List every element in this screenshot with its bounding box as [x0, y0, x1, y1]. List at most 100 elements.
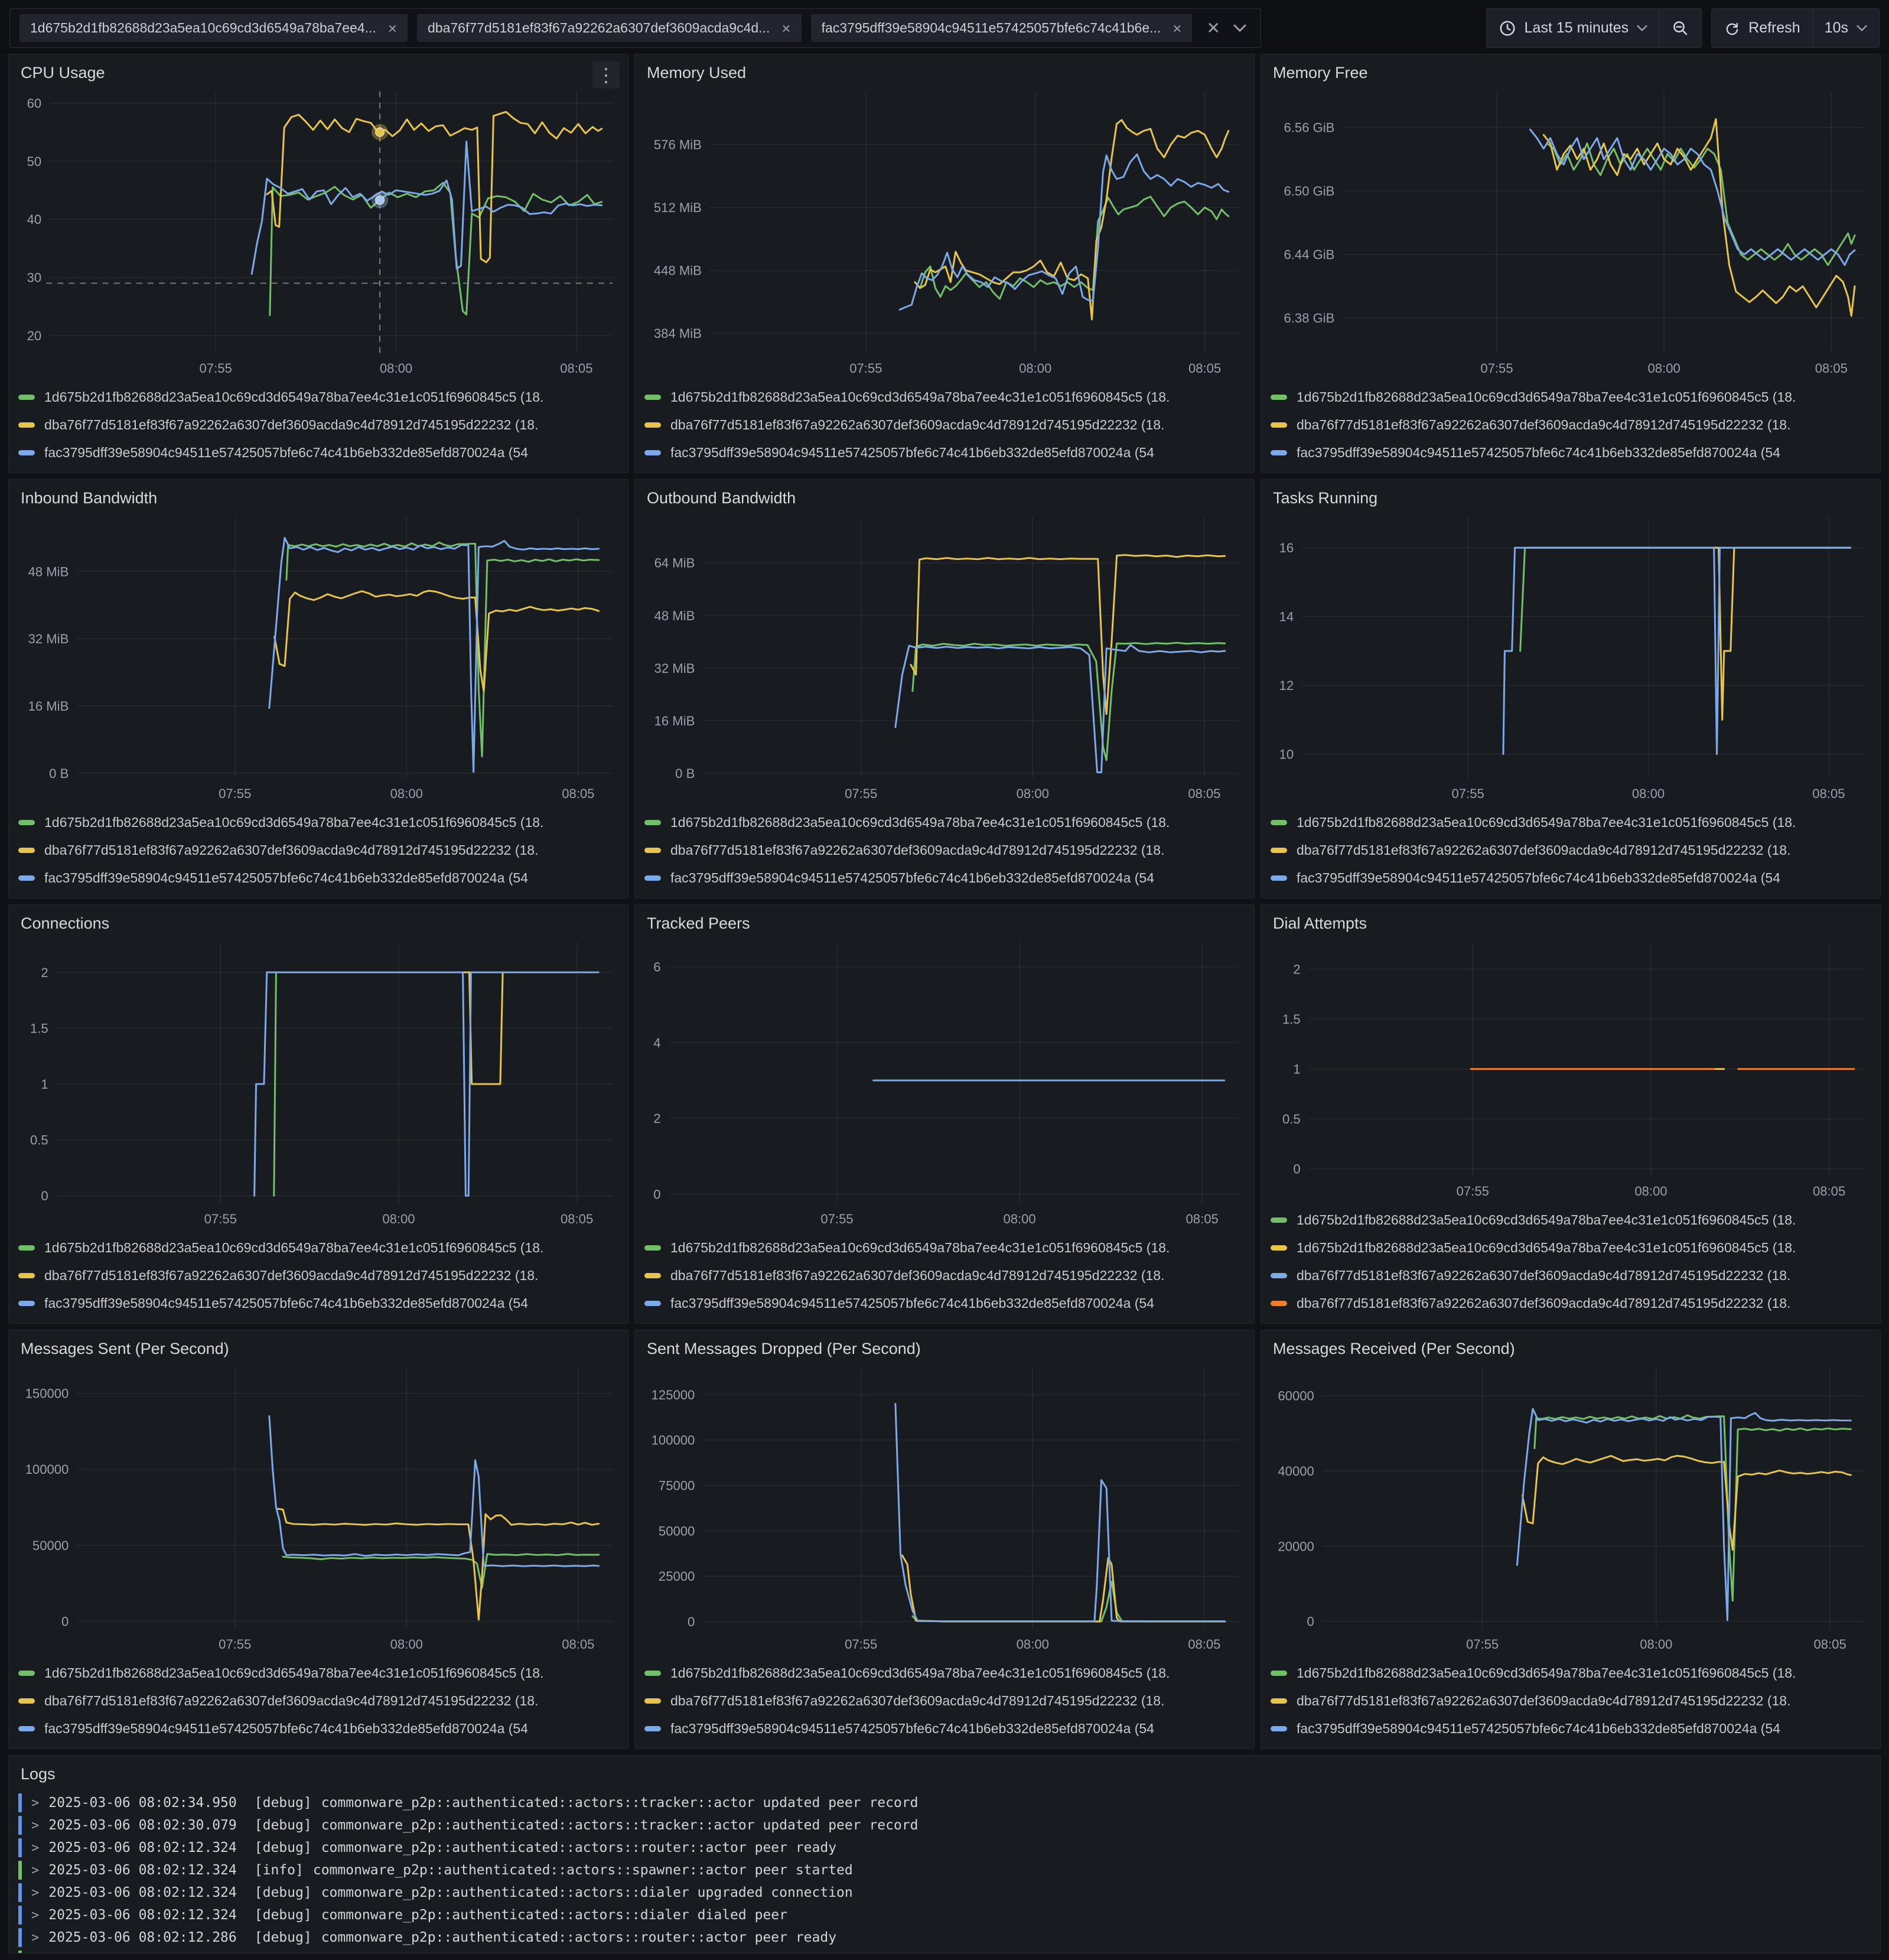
legend-item-node1-green[interactable]: 1d675b2d1fb82688d23a5ea10c69cd3d6549a78b…	[644, 1659, 1245, 1687]
legend-item-node3-blue[interactable]: fac3795dff39e58904c94511e57425057bfe6c74…	[1271, 1715, 1871, 1743]
legend-item-node2-yellow[interactable]: dba76f77d5181ef83f67a92262a6307def3609ac…	[18, 1262, 618, 1290]
legend-item-node1-green[interactable]: 1d675b2d1fb82688d23a5ea10c69cd3d6549a78b…	[18, 383, 618, 411]
panel-title[interactable]: Inbound Bandwidth	[21, 489, 158, 507]
filter-chip[interactable]: dba76f77d5181ef83f67a92262a6307def3609ac…	[417, 14, 802, 42]
legend-item-node2-yellow[interactable]: dba76f77d5181ef83f67a92262a6307def3609ac…	[644, 1262, 1245, 1290]
legend-swatch	[1271, 422, 1287, 428]
log-row[interactable]: >2025-03-06 08:02:34.950 [debug] commonwar…	[18, 1792, 1871, 1814]
legend-swatch	[644, 1671, 661, 1676]
legend-item-node2-yellow[interactable]: dba76f77d5181ef83f67a92262a6307def3609ac…	[18, 836, 618, 864]
legend-item-node1-yellow[interactable]: 1d675b2d1fb82688d23a5ea10c69cd3d6549a78b…	[1271, 1234, 1871, 1262]
panel-title[interactable]: Tracked Peers	[647, 914, 750, 932]
legend-item-node3-blue[interactable]: fac3795dff39e58904c94511e57425057bfe6c74…	[644, 439, 1245, 467]
panel-title[interactable]: Dial Attempts	[1273, 914, 1367, 932]
expand-chevron-icon[interactable]: >	[31, 1863, 40, 1878]
chart-dial-attempts: 0 0.5 1 1.5 2 07:55 08:00 08:05	[1271, 935, 1871, 1203]
refresh-button[interactable]: Refresh	[1712, 9, 1812, 47]
log-row[interactable]: >2025-03-06 08:02:12.324 [info] commonware…	[18, 1859, 1871, 1881]
chevron-down-icon[interactable]	[1233, 24, 1246, 32]
legend-item-node3-blue[interactable]: fac3795dff39e58904c94511e57425057bfe6c74…	[18, 1715, 618, 1743]
filter-tail: ✕	[1201, 18, 1250, 38]
legend-item-node3-blue[interactable]: fac3795dff39e58904c94511e57425057bfe6c74…	[18, 1290, 618, 1317]
svg-text:14: 14	[1279, 610, 1294, 624]
filter-chip[interactable]: 1d675b2d1fb82688d23a5ea10c69cd3d6549a78b…	[19, 14, 408, 42]
panel-menu-icon[interactable]: ⋮	[592, 61, 620, 89]
svg-text:08:00: 08:00	[1648, 361, 1680, 376]
expand-chevron-icon[interactable]: >	[31, 1818, 40, 1833]
legend-item-node2-yellow[interactable]: dba76f77d5181ef83f67a92262a6307def3609ac…	[644, 1687, 1245, 1715]
legend-item-node2-yellow[interactable]: dba76f77d5181ef83f67a92262a6307def3609ac…	[644, 411, 1245, 439]
legend-item-node3-blue[interactable]: fac3795dff39e58904c94511e57425057bfe6c74…	[644, 1290, 1245, 1317]
panel-title[interactable]: Sent Messages Dropped (Per Second)	[647, 1340, 921, 1357]
panel-logs: Logs >2025-03-06 08:02:34.950 [debug] comm…	[8, 1755, 1881, 1954]
legend-item-node3-blue[interactable]: fac3795dff39e58904c94511e57425057bfe6c74…	[644, 1715, 1245, 1743]
svg-text:6.50 GiB: 6.50 GiB	[1284, 184, 1335, 198]
filter-chip[interactable]: fac3795dff39e58904c94511e57425057bfe6c74…	[810, 14, 1193, 42]
legend-item-node2-yellow[interactable]: dba76f77d5181ef83f67a92262a6307def3609ac…	[1271, 411, 1871, 439]
log-row[interactable]: >2025-03-06 08:02:12.324 [debug] commonwar…	[18, 1881, 1871, 1904]
legend-item-node3-blue[interactable]: fac3795dff39e58904c94511e57425057bfe6c74…	[1271, 864, 1871, 892]
log-level: [info]	[254, 1863, 304, 1878]
legend-item-node2-yellow[interactable]: dba76f77d5181ef83f67a92262a6307def3609ac…	[1271, 836, 1871, 864]
series-node2-yellow	[914, 119, 1230, 321]
log-row[interactable]: >2025-03-06 08:02:12.324 [debug] commonwar…	[18, 1837, 1871, 1859]
legend-item-node2-yellow[interactable]: dba76f77d5181ef83f67a92262a6307def3609ac…	[18, 1687, 618, 1715]
log-row[interactable]: >2025-03-06 08:02:12.324 [debug] commonwar…	[18, 1904, 1871, 1926]
legend-item-node1-green[interactable]: 1d675b2d1fb82688d23a5ea10c69cd3d6549a78b…	[1271, 809, 1871, 836]
legend-label: fac3795dff39e58904c94511e57425057bfe6c74…	[1297, 870, 1780, 885]
svg-text:2: 2	[1293, 962, 1300, 977]
legend-item-node1-green[interactable]: 1d675b2d1fb82688d23a5ea10c69cd3d6549a78b…	[644, 809, 1245, 836]
legend-item-node3-blue[interactable]: fac3795dff39e58904c94511e57425057bfe6c74…	[18, 864, 618, 892]
legend-swatch	[18, 450, 35, 455]
legend-item-node1-green[interactable]: 1d675b2d1fb82688d23a5ea10c69cd3d6549a78b…	[18, 1234, 618, 1262]
remove-filter-icon[interactable]: ×	[1173, 19, 1182, 37]
panel-title[interactable]: Logs	[21, 1765, 56, 1783]
panel-title[interactable]: Connections	[21, 914, 110, 932]
legend: 1d675b2d1fb82688d23a5ea10c69cd3d6549a78b…	[644, 1234, 1245, 1317]
legend-item-node2-yellow[interactable]: dba76f77d5181ef83f67a92262a6307def3609ac…	[18, 411, 618, 439]
panel-title[interactable]: Messages Sent (Per Second)	[21, 1340, 229, 1357]
legend-item-node2-blue[interactable]: dba76f77d5181ef83f67a92262a6307def3609ac…	[1271, 1262, 1871, 1290]
zoom-out-button[interactable]	[1659, 9, 1701, 47]
expand-chevron-icon[interactable]: >	[31, 1840, 40, 1855]
legend-item-node3-blue[interactable]: fac3795dff39e58904c94511e57425057bfe6c74…	[1271, 439, 1871, 467]
legend-item-node2-yellow[interactable]: dba76f77d5181ef83f67a92262a6307def3609ac…	[1271, 1687, 1871, 1715]
time-range-button[interactable]: Last 15 minutes	[1487, 9, 1660, 47]
legend: 1d675b2d1fb82688d23a5ea10c69cd3d6549a78b…	[644, 809, 1245, 892]
legend-item-node1-green[interactable]: 1d675b2d1fb82688d23a5ea10c69cd3d6549a78b…	[1271, 383, 1871, 411]
log-row[interactable]: >2025-03-06 08:02:12.286 [debug] commonwar…	[18, 1926, 1871, 1949]
expand-chevron-icon[interactable]: >	[31, 1795, 40, 1811]
log-timestamp: 2025-03-06 08:02:30.079	[48, 1818, 237, 1833]
legend-item-node2-orange[interactable]: dba76f77d5181ef83f67a92262a6307def3609ac…	[1271, 1290, 1871, 1317]
legend-item-node1-green[interactable]: 1d675b2d1fb82688d23a5ea10c69cd3d6549a78b…	[18, 1659, 618, 1687]
svg-text:08:05: 08:05	[561, 1212, 593, 1226]
legend-item-node2-yellow[interactable]: dba76f77d5181ef83f67a92262a6307def3609ac…	[644, 836, 1245, 864]
series-node2-yellow	[266, 110, 603, 263]
legend-item-node1-green[interactable]: 1d675b2d1fb82688d23a5ea10c69cd3d6549a78b…	[644, 1234, 1245, 1262]
series-node2-yellow	[273, 590, 600, 692]
refresh-interval-dropdown[interactable]: 10s	[1812, 9, 1879, 47]
clear-filters-icon[interactable]: ✕	[1206, 19, 1220, 37]
expand-chevron-icon[interactable]: >	[31, 1930, 40, 1945]
remove-filter-icon[interactable]: ×	[387, 19, 397, 37]
legend-item-node1-green[interactable]: 1d675b2d1fb82688d23a5ea10c69cd3d6549a78b…	[644, 383, 1245, 411]
panel-title[interactable]: Memory Used	[647, 64, 747, 82]
panel-title[interactable]: Tasks Running	[1273, 489, 1378, 507]
legend-item-node3-blue[interactable]: fac3795dff39e58904c94511e57425057bfe6c74…	[18, 439, 618, 467]
legend-item-node1-green[interactable]: 1d675b2d1fb82688d23a5ea10c69cd3d6549a78b…	[18, 809, 618, 836]
legend-swatch	[18, 1245, 35, 1251]
remove-filter-icon[interactable]: ×	[781, 19, 791, 37]
legend-label: dba76f77d5181ef83f67a92262a6307def3609ac…	[1297, 1268, 1791, 1283]
log-row[interactable]: >2025-03-06 08:02:30.079 [debug] commonwar…	[18, 1814, 1871, 1837]
expand-chevron-icon[interactable]: >	[31, 1885, 40, 1900]
legend-item-node1-green[interactable]: 1d675b2d1fb82688d23a5ea10c69cd3d6549a78b…	[1271, 1206, 1871, 1234]
legend-swatch	[18, 422, 35, 428]
log-row-partial[interactable]	[18, 1949, 1871, 1953]
panel-title[interactable]: Outbound Bandwidth	[647, 489, 796, 507]
expand-chevron-icon[interactable]: >	[31, 1907, 40, 1923]
panel-title[interactable]: Memory Free	[1273, 64, 1368, 82]
legend-item-node1-green[interactable]: 1d675b2d1fb82688d23a5ea10c69cd3d6549a78b…	[1271, 1659, 1871, 1687]
legend-item-node3-blue[interactable]: fac3795dff39e58904c94511e57425057bfe6c74…	[644, 864, 1245, 892]
panel-title[interactable]: CPU Usage	[21, 64, 105, 82]
panel-title[interactable]: Messages Received (Per Second)	[1273, 1340, 1515, 1357]
